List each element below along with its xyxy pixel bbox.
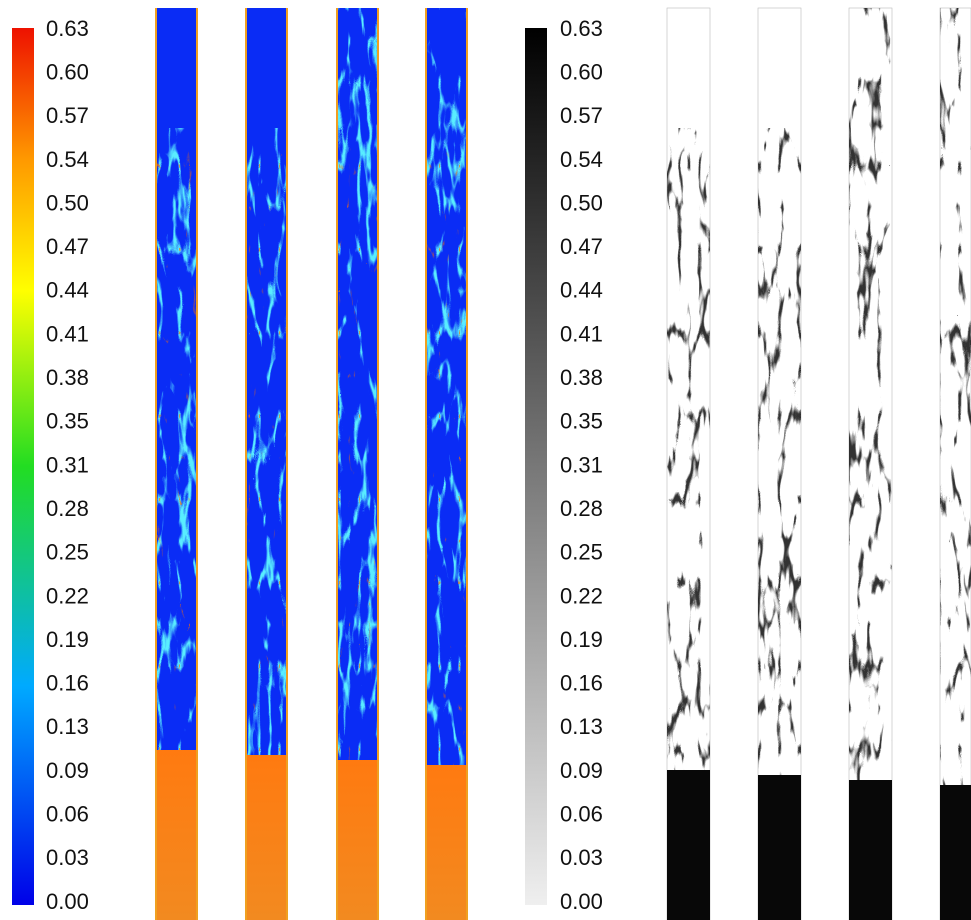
panel-edge (245, 8, 247, 920)
tick-label: 0.60 (560, 59, 603, 84)
tick-label: 0.31 (46, 452, 89, 477)
panel-bed (336, 760, 379, 920)
tick-label: 0.35 (46, 409, 89, 434)
tick-label: 0.25 (560, 540, 603, 565)
tick-label: 0.41 (46, 321, 89, 346)
panel-streaks-red (155, 130, 198, 750)
panel-edge (196, 8, 198, 920)
tick-label: 0.50 (560, 190, 603, 215)
tick-label: 0.16 (560, 671, 603, 696)
tick-label: 0.03 (560, 845, 603, 870)
panel-grey-bed (940, 785, 971, 920)
panel-bed (245, 755, 288, 920)
tick-label: 0.00 (46, 889, 89, 914)
panel-grey-bed (667, 770, 710, 920)
colorbar-grey (525, 28, 547, 905)
tick-label: 0.63 (46, 16, 89, 41)
tick-label: 0.22 (560, 583, 603, 608)
tick-label: 0.25 (46, 540, 89, 565)
tick-label: 0.57 (560, 103, 603, 128)
panel-grey-bed (849, 780, 892, 920)
tick-label: 0.54 (46, 147, 89, 172)
panel-grey-streaks (667, 128, 710, 770)
tick-label: 0.47 (560, 234, 603, 259)
panel-grey-bed (758, 775, 801, 920)
tick-label: 0.06 (560, 802, 603, 827)
panel-edge (377, 8, 379, 920)
tick-label: 0.03 (46, 845, 89, 870)
tick-label: 0.47 (46, 234, 89, 259)
tick-label: 0.09 (46, 758, 89, 783)
tick-label: 0.19 (560, 627, 603, 652)
panel-edge (466, 8, 468, 920)
tick-label: 0.57 (46, 103, 89, 128)
panel-edge (336, 8, 338, 920)
panel-grey-streaks (758, 128, 801, 775)
tick-label: 0.13 (560, 714, 603, 739)
panel-edge (155, 8, 157, 920)
tick-label: 0.00 (560, 889, 603, 914)
panel-streaks-red (245, 130, 288, 755)
panel-grey-streaks (849, 8, 892, 780)
panel-edge (425, 8, 427, 920)
tick-label: 0.54 (560, 147, 603, 172)
tick-label: 0.38 (46, 365, 89, 390)
tick-label: 0.50 (46, 190, 89, 215)
panel-bed (425, 765, 468, 920)
tick-label: 0.63 (560, 16, 603, 41)
panel-bed (155, 750, 198, 920)
tick-label: 0.38 (560, 365, 603, 390)
tick-label: 0.22 (46, 583, 89, 608)
tick-label: 0.31 (560, 452, 603, 477)
tick-label: 0.44 (46, 278, 89, 303)
panel-streaks-red (336, 130, 379, 760)
panel-edge (286, 8, 288, 920)
tick-label: 0.16 (46, 671, 89, 696)
tick-label: 0.28 (46, 496, 89, 521)
tick-label: 0.19 (46, 627, 89, 652)
tick-label: 0.35 (560, 409, 603, 434)
tick-label: 0.41 (560, 321, 603, 346)
tick-label: 0.06 (46, 802, 89, 827)
colorbar-jet (12, 28, 34, 905)
tick-label: 0.60 (46, 59, 89, 84)
tick-label: 0.28 (560, 496, 603, 521)
tick-label: 0.09 (560, 758, 603, 783)
panel-grey-streaks (940, 8, 971, 785)
tick-label: 0.44 (560, 278, 603, 303)
panel-streaks-red (425, 130, 468, 765)
tick-label: 0.13 (46, 714, 89, 739)
